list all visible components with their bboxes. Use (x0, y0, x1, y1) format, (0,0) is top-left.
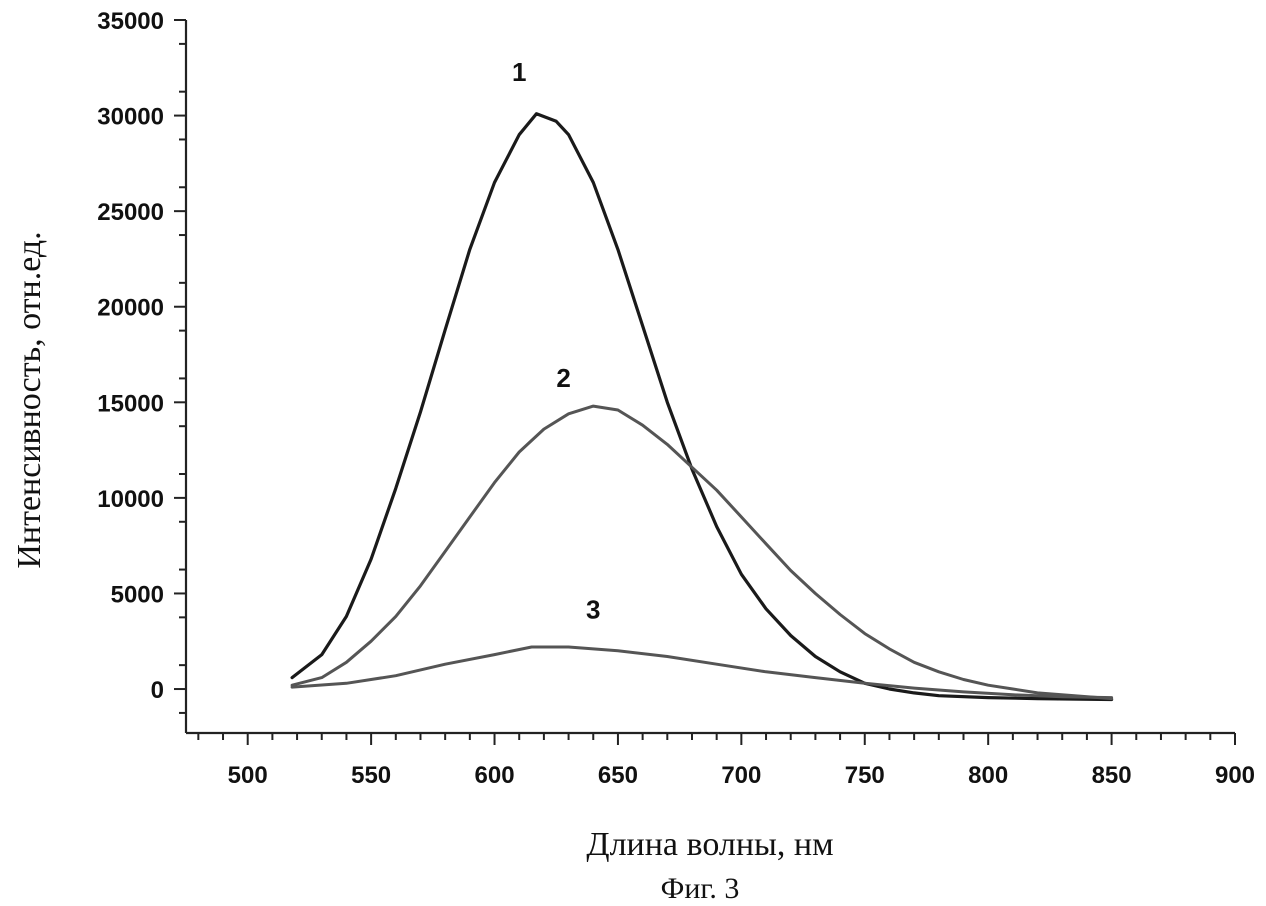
x-tick-label: 500 (228, 762, 268, 789)
series-group (292, 114, 1112, 700)
y-tick-label: 0 (151, 677, 164, 704)
series-line-1 (292, 114, 1112, 700)
tick-labels: 500 550 600 650 700 750 800 850 900 0 5000 10000 150… (97, 8, 1255, 789)
figure-caption: Фиг. 3 (661, 872, 740, 905)
y-tick-label: 30000 (97, 104, 164, 131)
series-label-3: 3 (586, 594, 600, 624)
y-tick-label: 35000 (97, 8, 164, 35)
y-tick-label: 25000 (97, 199, 164, 226)
x-tick-label: 850 (1092, 762, 1132, 789)
series-labels: 1 2 3 (512, 57, 601, 624)
x-tick-label: 700 (721, 762, 761, 789)
y-tick-label: 5000 (111, 581, 164, 608)
series-label-2: 2 (556, 363, 570, 393)
axes (186, 20, 1235, 733)
y-tick-label: 20000 (97, 295, 164, 322)
x-tick-label: 750 (845, 762, 885, 789)
y-tick-label: 10000 (97, 486, 164, 513)
x-tick-label: 550 (351, 762, 391, 789)
x-tick-label: 650 (598, 762, 638, 789)
x-tick-label: 800 (968, 762, 1008, 789)
x-tick-label: 900 (1215, 762, 1255, 789)
series-label-1: 1 (512, 57, 526, 87)
series-line-2 (292, 406, 1112, 698)
series-line-3 (292, 647, 1112, 698)
y-axis-title: Интенсивность, отн.ед. (11, 231, 48, 568)
x-axis-title: Длина волны, нм (586, 826, 833, 863)
y-tick-label: 15000 (97, 390, 164, 417)
x-tick-label: 600 (475, 762, 515, 789)
